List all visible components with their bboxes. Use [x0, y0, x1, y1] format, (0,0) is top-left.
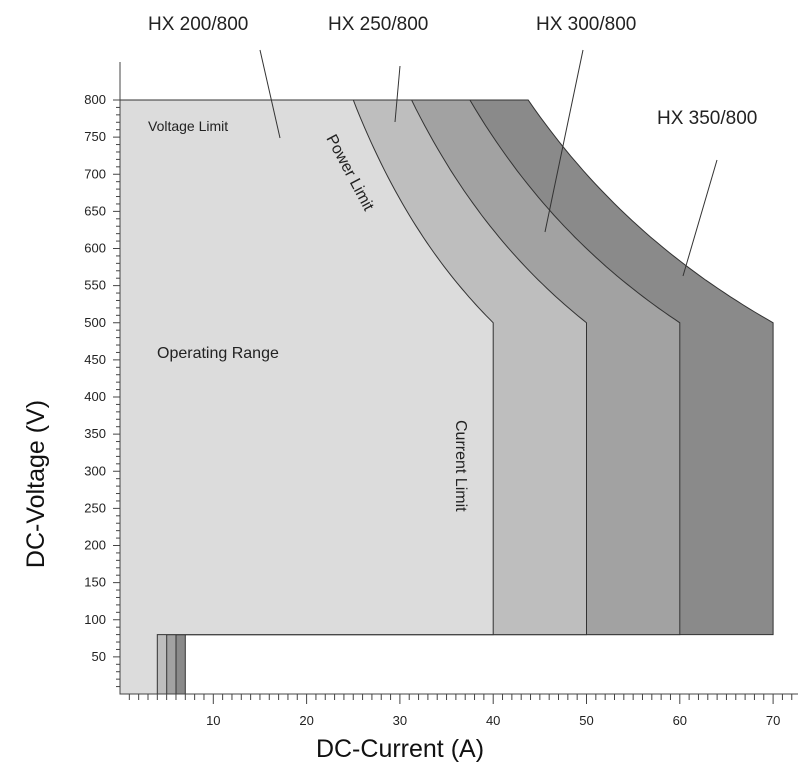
- model-label-leaders: [259, 49, 718, 277]
- y-axis-ticks: 50 100 150 200 250 300 350 400 450 500 550 600 650 70…: [84, 92, 120, 688]
- y-tick-label: 300: [84, 463, 106, 478]
- y-tick-label: 500: [84, 315, 106, 330]
- y-tick-label: 50: [92, 649, 106, 664]
- region-hx-200-800: [119, 99, 494, 695]
- series-label-hx-300-800: HX 300/800: [536, 14, 636, 35]
- operating-regions: [119, 99, 774, 695]
- leader-line: [544, 49, 584, 233]
- y-tick-label: 650: [84, 203, 106, 218]
- y-axis-title: DC-Voltage (V): [22, 400, 50, 568]
- y-tick-label: 450: [84, 352, 106, 367]
- labels: DC-Current (A) DC-Voltage (V) HX 200/800…: [22, 14, 757, 763]
- voltage-limit-label: Voltage Limit: [148, 118, 228, 134]
- leader-line: [394, 65, 401, 123]
- x-tick-label: 50: [579, 713, 593, 728]
- y-tick-label: 600: [84, 241, 106, 256]
- x-axis-ticks: 10 20 30 40 50 60 70: [128, 694, 793, 728]
- leader-line: [259, 49, 281, 139]
- x-axis-title: DC-Current (A): [316, 735, 484, 763]
- leader-line: [682, 159, 718, 277]
- x-tick-label: 20: [299, 713, 313, 728]
- series-label-hx-350-800: HX 350/800: [657, 108, 757, 129]
- y-tick-label: 750: [84, 129, 106, 144]
- y-tick-label: 250: [84, 500, 106, 515]
- axes: [119, 62, 798, 695]
- operating-range-label: Operating Range: [157, 345, 279, 362]
- y-tick-label: 550: [84, 278, 106, 293]
- x-tick-label: 70: [766, 713, 780, 728]
- y-tick-label: 800: [84, 92, 106, 107]
- x-tick-label: 10: [206, 713, 220, 728]
- x-tick-label: 30: [393, 713, 407, 728]
- series-label-hx-200-800: HX 200/800: [148, 14, 248, 35]
- x-tick-label: 40: [486, 713, 500, 728]
- x-tick-label: 60: [673, 713, 687, 728]
- y-tick-label: 400: [84, 389, 106, 404]
- y-tick-label: 700: [84, 166, 106, 181]
- current-limit-label: Current Limit: [452, 420, 469, 512]
- y-tick-label: 200: [84, 538, 106, 553]
- y-tick-label: 100: [84, 612, 106, 627]
- y-tick-label: 150: [84, 575, 106, 590]
- series-label-hx-250-800: HX 250/800: [328, 14, 428, 35]
- y-tick-label: 350: [84, 426, 106, 441]
